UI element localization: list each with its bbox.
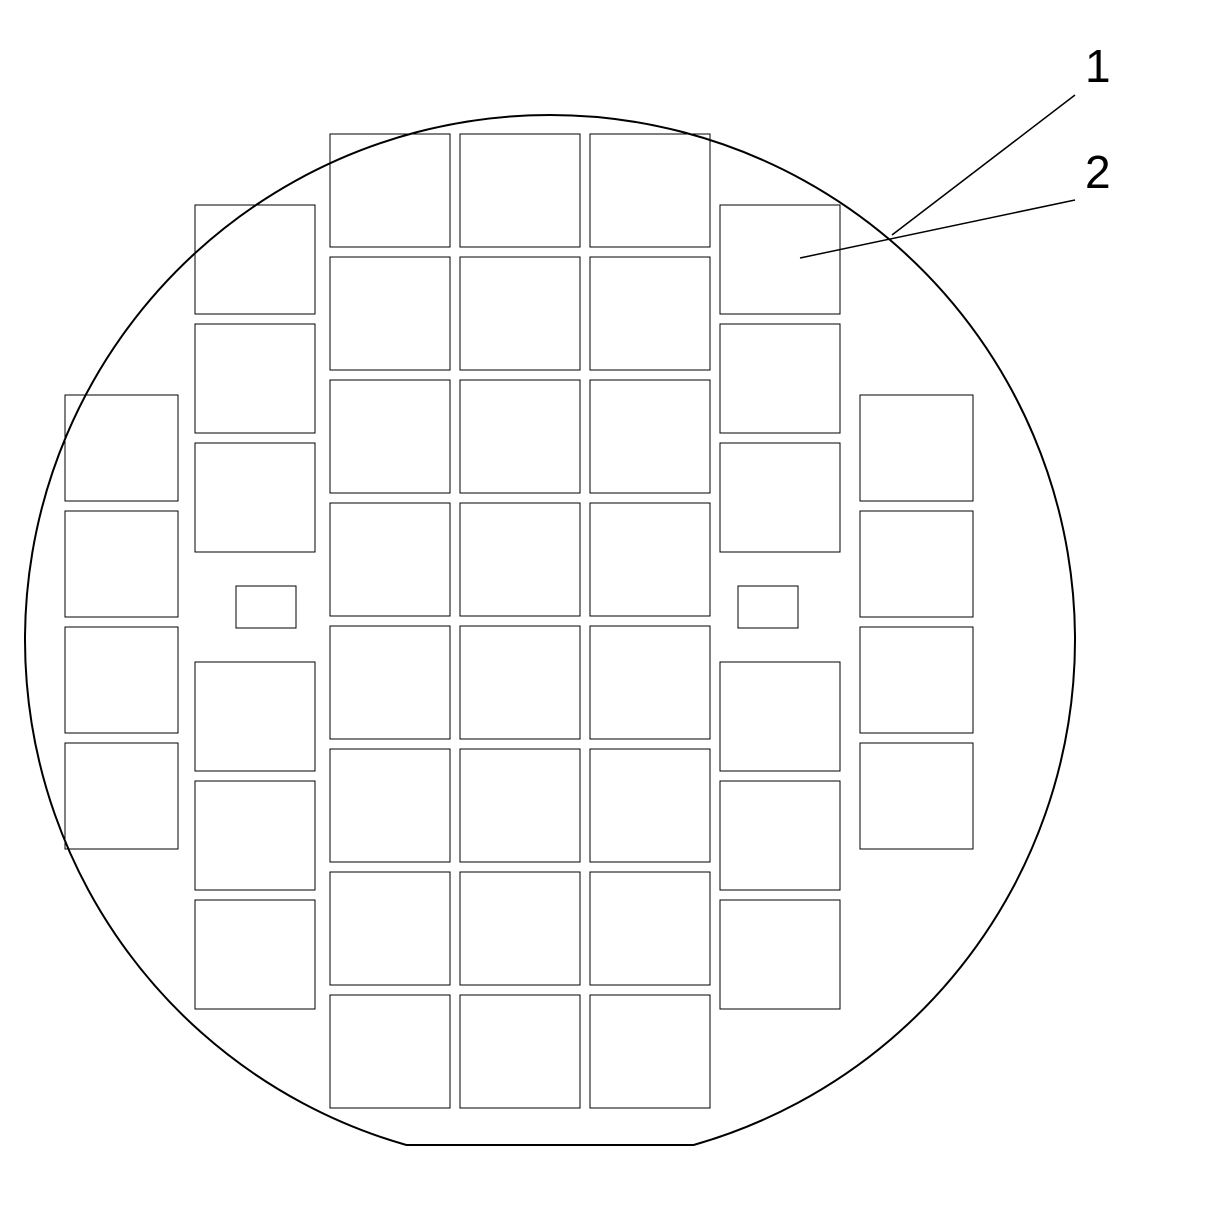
- die-rect: [860, 511, 973, 617]
- die-rect: [195, 324, 315, 433]
- die-rect: [65, 743, 178, 849]
- die-rect: [460, 626, 580, 739]
- die-rect: [590, 995, 710, 1108]
- callout-label-1: 1: [1085, 40, 1111, 92]
- die-rect: [195, 781, 315, 890]
- die-rect: [590, 134, 710, 247]
- die-rect: [460, 995, 580, 1108]
- die-rect: [330, 257, 450, 370]
- diagram-svg: 12: [0, 0, 1215, 1230]
- die-rect: [460, 872, 580, 985]
- callout-label-2: 2: [1085, 146, 1111, 198]
- die-rect: [195, 900, 315, 1009]
- die-rect: [460, 503, 580, 616]
- die-rect: [720, 662, 840, 771]
- die-rect: [460, 257, 580, 370]
- callout-leader-1: [892, 95, 1075, 235]
- die-rect: [860, 627, 973, 733]
- die-rect: [590, 503, 710, 616]
- die-rect: [330, 872, 450, 985]
- die-rect: [330, 749, 450, 862]
- die-rect: [860, 395, 973, 501]
- die-rect: [590, 380, 710, 493]
- wafer-outline: [25, 115, 1075, 1145]
- callouts: 12: [800, 40, 1111, 258]
- die-rect: [330, 380, 450, 493]
- die-rect: [195, 205, 315, 314]
- die-rect: [738, 586, 798, 628]
- die-rect: [330, 503, 450, 616]
- die-rect: [590, 749, 710, 862]
- die-rect: [720, 900, 840, 1009]
- die-rect: [330, 626, 450, 739]
- die-rect: [195, 443, 315, 552]
- die-rect: [65, 627, 178, 733]
- die-grid: [65, 134, 973, 1108]
- die-rect: [330, 995, 450, 1108]
- die-rect: [720, 324, 840, 433]
- die-rect: [720, 781, 840, 890]
- wafer-path: [25, 115, 1075, 1145]
- die-rect: [195, 662, 315, 771]
- die-rect: [860, 743, 973, 849]
- die-rect: [590, 626, 710, 739]
- die-rect: [65, 395, 178, 501]
- die-rect: [236, 586, 296, 628]
- die-rect: [460, 380, 580, 493]
- die-rect: [590, 872, 710, 985]
- die-rect: [720, 205, 840, 314]
- die-rect: [460, 749, 580, 862]
- die-rect: [720, 443, 840, 552]
- die-rect: [65, 511, 178, 617]
- die-rect: [460, 134, 580, 247]
- die-rect: [590, 257, 710, 370]
- die-rect: [330, 134, 450, 247]
- callout-leader-2: [800, 200, 1075, 258]
